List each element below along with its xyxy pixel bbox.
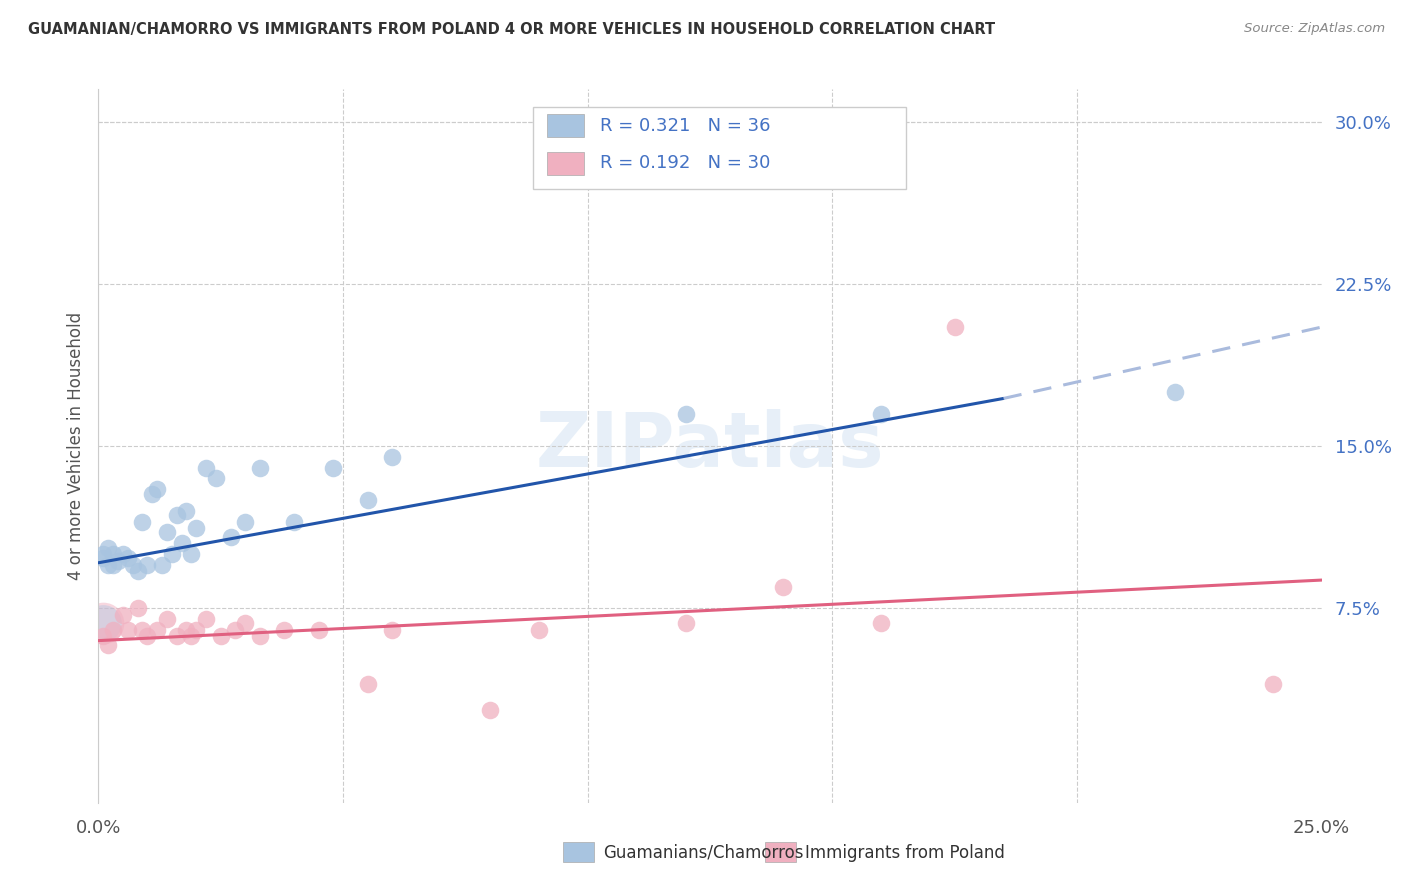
Point — [675, 407, 697, 421]
Point — [176, 623, 198, 637]
Point — [1164, 384, 1187, 399]
Point — [233, 515, 256, 529]
Point — [219, 530, 242, 544]
Point — [205, 471, 228, 485]
Bar — [564, 842, 593, 862]
Point — [356, 493, 378, 508]
Text: ZIPatlas: ZIPatlas — [536, 409, 884, 483]
Point — [91, 551, 114, 566]
Point — [160, 547, 183, 561]
Point — [117, 623, 139, 637]
Bar — [547, 152, 583, 175]
Point — [127, 565, 149, 579]
Text: GUAMANIAN/CHAMORRO VS IMMIGRANTS FROM POLAND 4 OR MORE VEHICLES IN HOUSEHOLD COR: GUAMANIAN/CHAMORRO VS IMMIGRANTS FROM PO… — [28, 22, 995, 37]
Text: Source: ZipAtlas.com: Source: ZipAtlas.com — [1244, 22, 1385, 36]
Y-axis label: 4 or more Vehicles in Household: 4 or more Vehicles in Household — [66, 312, 84, 580]
Point — [381, 623, 404, 637]
Point — [845, 169, 868, 183]
Point — [166, 629, 188, 643]
Text: R = 0.192   N = 30: R = 0.192 N = 30 — [600, 154, 770, 172]
Point — [166, 508, 188, 523]
Point — [146, 482, 169, 496]
Point — [117, 551, 139, 566]
Text: Guamanians/Chamorros: Guamanians/Chamorros — [603, 844, 804, 862]
Point — [111, 547, 134, 561]
Point — [127, 601, 149, 615]
Point — [943, 320, 966, 334]
Point — [91, 547, 114, 561]
Point — [195, 612, 218, 626]
Point — [91, 629, 114, 643]
Point — [233, 616, 256, 631]
Point — [273, 623, 295, 637]
Point — [527, 623, 550, 637]
Point — [224, 623, 246, 637]
Point — [283, 515, 305, 529]
Point — [180, 629, 202, 643]
Point — [186, 623, 208, 637]
Point — [91, 616, 114, 631]
Point — [675, 616, 697, 631]
Point — [146, 623, 169, 637]
Point — [101, 558, 124, 572]
Point — [195, 460, 218, 475]
Point — [322, 460, 344, 475]
Point — [209, 629, 232, 643]
Point — [97, 638, 120, 652]
Point — [870, 407, 893, 421]
Point — [156, 612, 179, 626]
Point — [131, 515, 153, 529]
Point — [249, 460, 271, 475]
Point — [111, 607, 134, 622]
Point — [772, 580, 794, 594]
FancyBboxPatch shape — [533, 107, 905, 189]
Point — [131, 623, 153, 637]
Point — [176, 504, 198, 518]
Point — [136, 558, 159, 572]
Bar — [765, 842, 796, 862]
Point — [136, 629, 159, 643]
Point — [356, 677, 378, 691]
Point — [478, 703, 501, 717]
Point — [180, 547, 202, 561]
Point — [1261, 677, 1284, 691]
Point — [156, 525, 179, 540]
Point — [249, 629, 271, 643]
Point — [91, 616, 114, 631]
Point — [186, 521, 208, 535]
Point — [101, 547, 124, 561]
Point — [381, 450, 404, 464]
Point — [150, 558, 173, 572]
Point — [121, 558, 143, 572]
Point — [170, 536, 193, 550]
Point — [107, 553, 129, 567]
Text: Immigrants from Poland: Immigrants from Poland — [806, 844, 1005, 862]
Point — [97, 558, 120, 572]
Bar — [547, 114, 583, 137]
Point — [97, 541, 120, 555]
Point — [870, 616, 893, 631]
Point — [141, 486, 163, 500]
Point — [308, 623, 330, 637]
Point — [101, 623, 124, 637]
Text: R = 0.321   N = 36: R = 0.321 N = 36 — [600, 117, 770, 135]
